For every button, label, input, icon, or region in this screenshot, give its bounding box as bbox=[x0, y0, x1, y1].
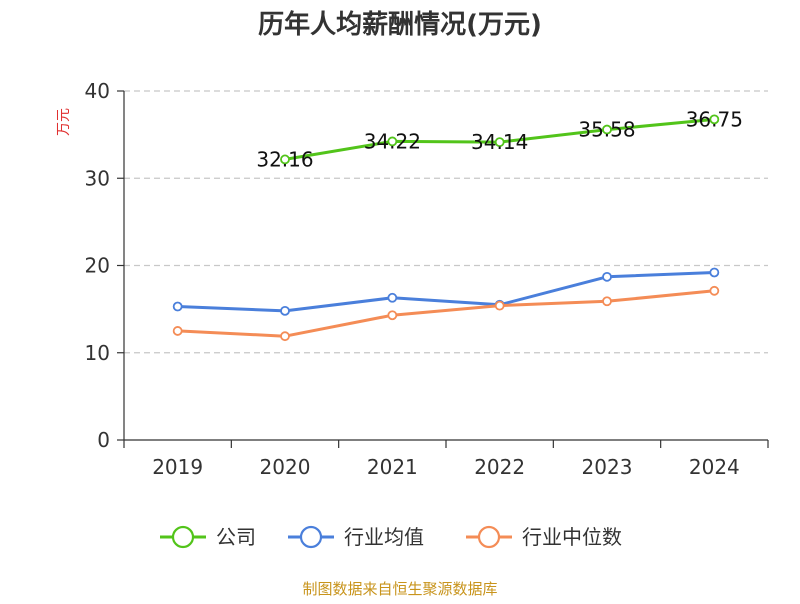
x-tick-label: 2024 bbox=[689, 455, 740, 479]
y-tick-label: 30 bbox=[85, 166, 110, 190]
x-tick-label: 2019 bbox=[152, 455, 203, 479]
x-tick-label: 2021 bbox=[367, 455, 418, 479]
legend-label: 行业均值 bbox=[344, 525, 424, 549]
legend-label: 行业中位数 bbox=[522, 525, 622, 549]
data-label-layer: 32.16 34.22 34.14 35.58 36.75 bbox=[256, 107, 743, 171]
legend-marker-icon bbox=[171, 525, 195, 549]
data-point bbox=[709, 267, 720, 278]
legend-item[interactable]: 行业中位数 bbox=[466, 525, 622, 549]
data-label: 34.22 bbox=[364, 129, 421, 153]
y-tick-label: 0 bbox=[97, 428, 110, 452]
y-tick-label: 40 bbox=[85, 79, 110, 103]
legend-item[interactable]: 公司 bbox=[160, 525, 256, 549]
grid-layer bbox=[124, 90, 768, 354]
legend-marker-icon bbox=[477, 525, 501, 549]
series-layer bbox=[172, 114, 720, 342]
y-tick-label: 10 bbox=[85, 341, 110, 365]
data-point bbox=[602, 296, 612, 307]
data-point bbox=[172, 301, 183, 312]
data-point bbox=[602, 271, 612, 282]
legend-item[interactable]: 行业均值 bbox=[288, 525, 424, 549]
data-point bbox=[387, 292, 398, 303]
data-label: 34.14 bbox=[471, 130, 528, 154]
data-point bbox=[172, 326, 183, 336]
data-point bbox=[709, 285, 720, 296]
series-line-1 bbox=[176, 271, 716, 313]
data-label: 35.58 bbox=[578, 118, 635, 142]
data-label: 32.16 bbox=[256, 147, 313, 171]
x-tick-label: 2023 bbox=[582, 455, 633, 479]
chart-title: 历年人均薪酬情况(万元) bbox=[258, 9, 542, 40]
data-point bbox=[387, 136, 398, 147]
series-line-2 bbox=[176, 289, 716, 338]
data-point bbox=[709, 114, 720, 125]
data-source-note: 制图数据来自恒生聚源数据库 bbox=[302, 580, 497, 598]
x-tick-label: 2020 bbox=[260, 455, 311, 479]
legend-marker-icon bbox=[299, 525, 323, 549]
data-point bbox=[280, 331, 290, 342]
data-point bbox=[494, 137, 505, 148]
data-point bbox=[280, 154, 290, 165]
data-label: 36.75 bbox=[686, 107, 743, 131]
data-point bbox=[387, 310, 398, 321]
x-tick-label: 2022 bbox=[474, 455, 525, 479]
y-tick-label: 20 bbox=[85, 254, 110, 278]
legend-label: 公司 bbox=[216, 525, 256, 549]
axis-layer: 0 10 20 30 40 2019 2020 2021 2022 2023 2024 bbox=[85, 79, 769, 479]
y-axis-label: 万元 bbox=[56, 108, 72, 136]
legend: 公司 行业均值 行业中位数 bbox=[160, 525, 622, 549]
data-point bbox=[602, 124, 612, 135]
data-point bbox=[280, 305, 290, 316]
data-point bbox=[494, 300, 505, 311]
